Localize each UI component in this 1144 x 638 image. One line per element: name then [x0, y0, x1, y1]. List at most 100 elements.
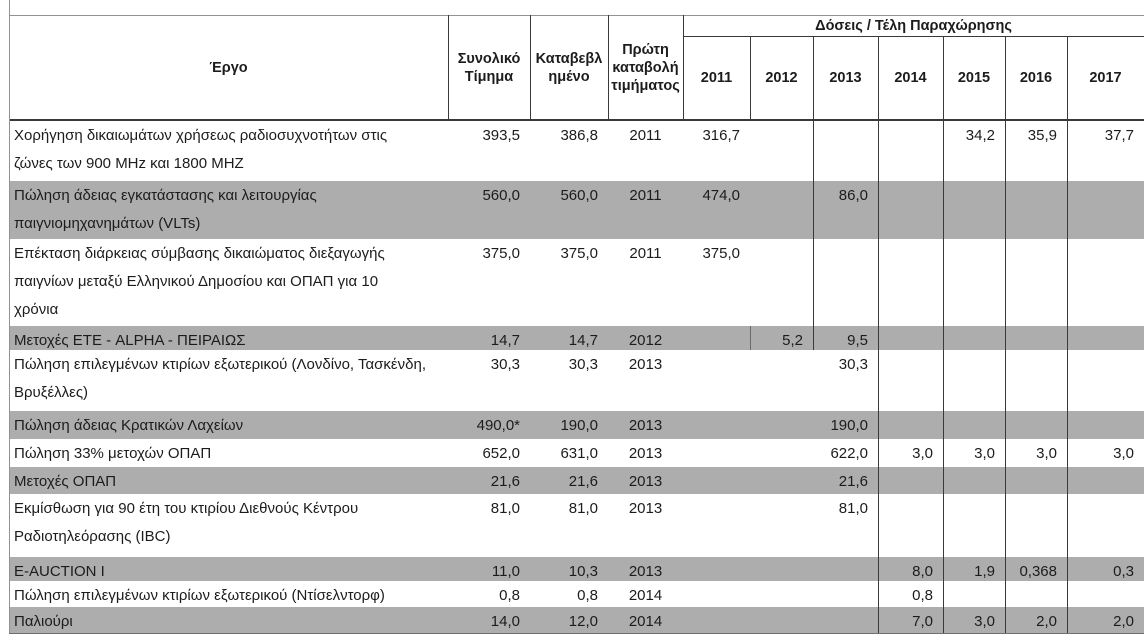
header-cell-year-2017: 2017: [1089, 70, 1122, 86]
cell-paid: 12,0: [568, 613, 598, 630]
grid-line: [683, 15, 684, 121]
cell-installment-2015: 3,0: [974, 613, 995, 630]
grid-line: [9, 633, 1144, 634]
cell-project: Επέκταση διάρκειας σύμβασης δικαιώματος …: [14, 245, 385, 318]
cell-paid: 0,8: [577, 587, 598, 604]
cell-first-payment-year: 2013: [628, 417, 663, 434]
cell-paid: 190,0: [560, 417, 598, 434]
cell-project: Μετοχές ΟΠΑΠ: [14, 473, 117, 490]
grid-line: [530, 15, 531, 121]
cell-installment-2017: 2,0: [1113, 613, 1134, 630]
cell-total-price: 30,3: [490, 356, 520, 373]
cell-first-payment-year: 2014: [628, 613, 663, 630]
cell-first-payment-year: 2011: [629, 245, 662, 262]
header-cell-year-2012: 2012: [765, 70, 798, 86]
header-cell-project: Έργο: [209, 59, 248, 76]
cell-installment-2016: 2,0: [1036, 613, 1057, 630]
cell-installment-2016: 35,9: [1027, 127, 1057, 144]
cell-installment-2014: 0,8: [912, 587, 933, 604]
table-row: Παλιούρι 14,0 12,0 2014 7,0 3,0 2,0 2,0: [9, 607, 1144, 633]
cell-installment-2017: 3,0: [1113, 445, 1134, 462]
cell-paid: 81,0: [568, 500, 598, 517]
header-cell-first-payment: Πρώτη καταβολή τιμήματος: [611, 41, 680, 94]
table-row: Πώληση άδειας εγκατάστασης και λειτουργί…: [9, 181, 1144, 239]
cell-installment-2013: 21,6: [838, 473, 868, 490]
grid-line: [9, 119, 1144, 121]
cell-installment-2013: 9,5: [847, 332, 868, 349]
cell-total-price: 393,5: [482, 127, 520, 144]
cell-project: Χορήγηση δικαιωμάτων χρήσεως ραδιοσυχνοτ…: [14, 127, 388, 172]
cell-installment-2011: 375,0: [702, 245, 740, 262]
cell-project: Πώληση επιλεγμένων κτιρίων εξωτερικού (Λ…: [14, 356, 426, 401]
cell-total-price: 652,0: [482, 445, 520, 462]
cell-installment-2016: 3,0: [1036, 445, 1057, 462]
cell-first-payment-year: 2013: [628, 500, 663, 517]
cell-first-payment-year: 2011: [629, 187, 662, 204]
cell-installment-2011: 474,0: [702, 187, 740, 204]
header-cell-year-2011: 2011: [700, 70, 733, 86]
cell-project: Πώληση επιλεγμένων κτιρίων εξωτερικού (Ν…: [14, 587, 385, 604]
cell-paid: 560,0: [560, 187, 598, 204]
table-row: Πώληση άδειας Κρατικών Λαχείων 490,0* 190,…: [9, 411, 1144, 439]
cell-total-price: 14,0: [490, 613, 520, 630]
table-row: Χορήγηση δικαιωμάτων χρήσεως ραδιοσυχνοτ…: [9, 121, 1144, 181]
cell-installment-2013: 190,0: [830, 417, 868, 434]
cell-total-price: 375,0: [482, 245, 520, 262]
cell-first-payment-year: 2013: [628, 356, 663, 373]
grid-line: [750, 36, 751, 121]
table-row: Πώληση επιλεγμένων κτιρίων εξωτερικού (Λ…: [9, 350, 1144, 411]
cell-project: Πώληση 33% μετοχών ΟΠΑΠ: [14, 445, 212, 462]
cell-first-payment-year: 2011: [629, 127, 662, 144]
cell-installment-2015: 1,9: [974, 563, 995, 580]
cell-first-payment-year: 2013: [628, 445, 663, 462]
cell-installment-2013: 30,3: [838, 356, 868, 373]
cell-paid: 10,3: [568, 563, 598, 580]
table-row: E-AUCTION I 11,0 10,3 2013 8,0 1,9 0,368 0,3: [9, 557, 1144, 581]
cell-installment-2014: 3,0: [912, 445, 933, 462]
grid-line: [878, 36, 879, 633]
cell-total-price: 21,6: [490, 473, 520, 490]
header-cell-paid: Καταβεβλ ημένο: [535, 50, 603, 85]
cell-installment-2013: 622,0: [830, 445, 868, 462]
header-cell-installments-group: Δόσεις / Τέλη Παραχώρησης: [815, 17, 1012, 34]
cell-paid: 30,3: [568, 356, 598, 373]
table-row: Μετοχές ΟΠΑΠ 21,6 21,6 2013 21,6: [9, 467, 1144, 494]
cell-total-price: 0,8: [499, 587, 520, 604]
cell-installment-2012: 5,2: [782, 332, 803, 349]
cell-installment-2013: 81,0: [838, 500, 868, 517]
grid-line: [813, 36, 814, 350]
grid-line: [9, 0, 10, 633]
grid-line: [448, 15, 449, 121]
cell-total-price: 81,0: [490, 500, 520, 517]
cell-project: E-AUCTION I: [14, 563, 105, 580]
table-row: Πώληση 33% μετοχών ΟΠΑΠ 652,0 631,0 2013 622…: [9, 439, 1144, 467]
cell-first-payment-year: 2013: [628, 473, 663, 490]
header-cell-year-2013: 2013: [829, 70, 862, 86]
cell-installment-2015: 34,2: [965, 127, 995, 144]
grid-line: [1067, 36, 1068, 633]
table-row: Μετοχές ΕΤΕ - ALPHA - ΠΕΙΡΑΙΩΣ 14,7 14,7 20…: [9, 326, 1144, 350]
cell-paid: 375,0: [560, 245, 598, 262]
cell-installment-2016: 0,368: [1019, 563, 1057, 580]
table-row: Εκμίσθωση για 90 έτη του κτιρίου Διεθνού…: [9, 494, 1144, 557]
cell-project: Πώληση άδειας εγκατάστασης και λειτουργί…: [14, 187, 317, 232]
grid-line: [9, 15, 1144, 16]
cell-total-price: 11,0: [491, 563, 520, 580]
cell-total-price: 560,0: [482, 187, 520, 204]
cell-installment-2015: 3,0: [974, 445, 995, 462]
grid-line: [608, 15, 609, 121]
grid-line: [750, 326, 751, 350]
header-cell-year-2014: 2014: [894, 70, 927, 86]
cell-paid: 631,0: [560, 445, 598, 462]
cell-first-payment-year: 2013: [628, 563, 663, 580]
cell-project: Εκμίσθωση για 90 έτη του κτιρίου Διεθνού…: [14, 500, 359, 545]
cell-installment-2013: 86,0: [838, 187, 868, 204]
cell-paid: 14,7: [568, 332, 598, 349]
cell-installment-2017: 37,7: [1104, 127, 1134, 144]
cell-total-price: 490,0*: [476, 417, 520, 434]
grid-line: [683, 36, 1144, 37]
cell-installment-2014: 8,0: [912, 563, 933, 580]
cell-total-price: 14,7: [490, 332, 520, 349]
cell-paid: 21,6: [568, 473, 598, 490]
